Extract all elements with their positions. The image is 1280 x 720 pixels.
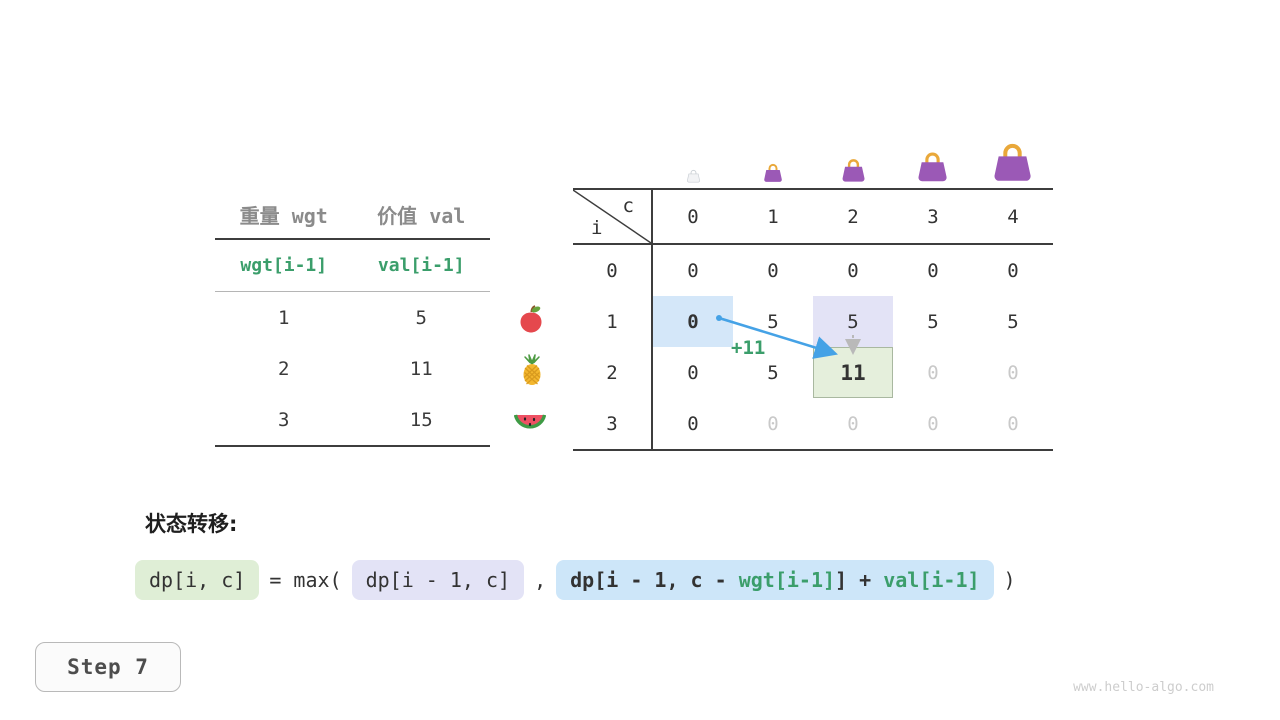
diagonal-divider bbox=[573, 190, 651, 243]
dp-cell-0-2: 0 bbox=[847, 259, 859, 282]
formula-comma: , bbox=[534, 568, 547, 592]
dp-corner-cell: c i bbox=[573, 190, 653, 245]
dp-cell-3-3: 0 bbox=[927, 412, 939, 435]
dp-cell-2-2-current: 11 bbox=[813, 347, 893, 398]
dp-cell-0-1: 0 bbox=[767, 259, 779, 282]
corner-row-label: i bbox=[591, 217, 603, 239]
dp-col-header-3: 3 bbox=[893, 190, 973, 245]
knapsack-icon-capacity-3 bbox=[918, 152, 947, 182]
knapsack-icon-capacity-2 bbox=[842, 159, 865, 182]
dp-cell-1-0-source: 0 bbox=[653, 296, 733, 347]
pineapple-icon bbox=[515, 353, 549, 387]
dp-col-header-4: 4 bbox=[973, 190, 1053, 245]
dp-row-header-1: 1 bbox=[573, 296, 653, 347]
dp-cell-1-4: 5 bbox=[1007, 310, 1019, 333]
formula-equals-max: = max( bbox=[269, 568, 342, 592]
dp-cell-2-0: 0 bbox=[687, 361, 699, 384]
dp-cell-0-4: 0 bbox=[1007, 259, 1019, 282]
state-transition-formula: dp[i, c] = max( dp[i - 1, c] , dp[i - 1,… bbox=[135, 560, 1016, 600]
dp-row-header-3: 3 bbox=[573, 398, 653, 449]
formula-term1-chip: dp[i - 1, c] bbox=[351, 560, 525, 600]
corner-col-label: c bbox=[622, 195, 634, 217]
knapsack-icon-capacity-0 bbox=[687, 169, 700, 183]
dp-cell-2-1: 5 bbox=[767, 361, 779, 384]
items-table: 重量 wgt 价值 val wgt[i-1] val[i-1] 1 5 2 11… bbox=[215, 190, 490, 447]
items-index-wgt: wgt[i-1] bbox=[215, 240, 353, 292]
dp-cell-3-0: 0 bbox=[687, 412, 699, 435]
plus-value-label: +11 bbox=[731, 337, 766, 359]
item-wgt-2: 2 bbox=[278, 357, 290, 380]
dp-cell-1-2-prev: 5 bbox=[813, 296, 893, 347]
term2-mid: ] + bbox=[835, 568, 884, 592]
dp-col-header-2: 2 bbox=[813, 190, 893, 245]
step-badge: Step 7 bbox=[35, 642, 181, 692]
dp-cell-3-2: 0 bbox=[847, 412, 859, 435]
dp-col-header-1: 1 bbox=[733, 190, 813, 245]
dp-cell-2-3: 0 bbox=[927, 361, 939, 384]
formula-lhs-chip: dp[i, c] bbox=[135, 560, 260, 600]
knapsack-icon-capacity-4 bbox=[994, 143, 1031, 181]
item-wgt-1: 1 bbox=[278, 306, 290, 329]
dp-cell-1-3: 5 bbox=[927, 310, 939, 333]
dp-cell-3-4: 0 bbox=[1007, 412, 1019, 435]
dp-cell-2-4: 0 bbox=[1007, 361, 1019, 384]
item-wgt-3: 3 bbox=[278, 408, 290, 431]
watermelon-icon bbox=[513, 407, 547, 441]
dp-col-header-0: 0 bbox=[653, 190, 733, 245]
items-index-val: val[i-1] bbox=[352, 240, 490, 292]
dp-cell-3-1: 0 bbox=[767, 412, 779, 435]
dp-table: c i 0 1 2 3 4 0 0 0 0 0 0 1 0 5 5 5 5 2 … bbox=[573, 188, 1053, 451]
section-label: 状态转移: bbox=[145, 512, 238, 536]
item-val-2: 11 bbox=[409, 357, 433, 380]
term2-val: val[i-1] bbox=[883, 568, 980, 592]
dp-row-header-2: 2 bbox=[573, 347, 653, 398]
dp-row-header-0: 0 bbox=[573, 245, 653, 296]
items-header-wgt: 重量 wgt bbox=[215, 190, 353, 240]
items-header-val: 价值 val bbox=[352, 190, 490, 240]
apple-icon bbox=[514, 302, 548, 336]
formula-term2-chip: dp[i - 1, c - wgt[i-1]] + val[i-1] bbox=[556, 560, 994, 600]
formula-close-paren: ) bbox=[1003, 568, 1016, 592]
dp-cell-0-0: 0 bbox=[687, 259, 699, 282]
watermark: www.hello-algo.com bbox=[1073, 680, 1214, 695]
item-val-1: 5 bbox=[415, 306, 427, 329]
term2-wgt: wgt[i-1] bbox=[738, 568, 836, 592]
dp-cell-0-3: 0 bbox=[927, 259, 939, 282]
term2-prefix: dp[i - 1, c - bbox=[570, 568, 739, 592]
knapsack-icon-capacity-1 bbox=[764, 163, 782, 182]
item-val-3: 15 bbox=[409, 408, 433, 431]
